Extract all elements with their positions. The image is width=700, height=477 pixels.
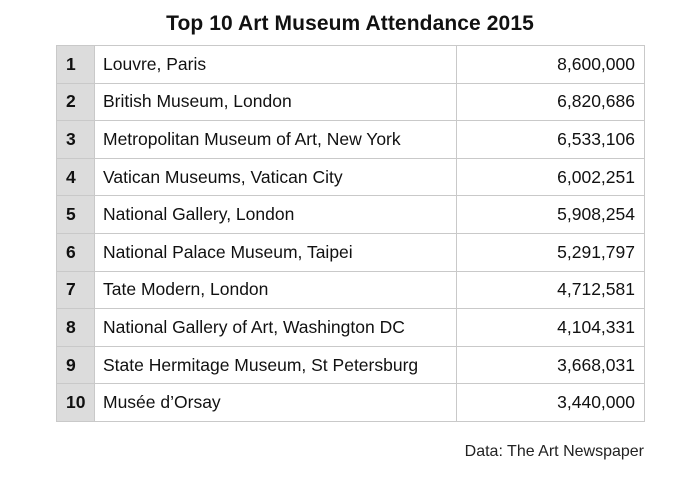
rank-cell: 4: [56, 157, 95, 197]
museum-name-cell: National Gallery of Art, Washington DC: [94, 308, 457, 347]
museum-name-cell: National Gallery, London: [94, 195, 457, 234]
museum-name-cell: Tate Modern, London: [94, 270, 457, 310]
rank-cell: 2: [56, 82, 95, 122]
rank-cell: 6: [56, 232, 95, 272]
attendance-cell: 4,104,331: [456, 308, 645, 347]
rank-cell: 8: [56, 308, 95, 347]
attendance-cell: 4,712,581: [456, 270, 645, 310]
attendance-cell: 3,668,031: [456, 345, 645, 385]
museum-name-cell: Metropolitan Museum of Art, New York: [94, 120, 457, 159]
table-row: 10 Musée d’Orsay 3,440,000: [56, 383, 645, 422]
museum-name-cell: State Hermitage Museum, St Petersburg: [94, 345, 457, 385]
museum-name-cell: Musée d’Orsay: [94, 383, 457, 422]
attendance-cell: 5,908,254: [456, 195, 645, 234]
rank-cell: 5: [56, 195, 95, 234]
attendance-table: 1 Louvre, Paris 8,600,000 2 British Museum, …: [56, 45, 645, 422]
attendance-cell: 6,533,106: [456, 120, 645, 159]
chart-title: Top 10 Art Museum Attendance 2015: [166, 12, 534, 35]
rank-cell: 10: [56, 383, 95, 422]
rank-cell: 9: [56, 345, 95, 385]
table-row: 3 Metropolitan Museum of Art, New York 6,5…: [56, 120, 645, 159]
museum-name-cell: British Museum, London: [94, 82, 457, 122]
table-row: 4 Vatican Museums, Vatican City 6,002,251: [56, 157, 645, 197]
attendance-cell: 6,820,686: [456, 82, 645, 122]
museum-name-cell: Vatican Museums, Vatican City: [94, 157, 457, 197]
rank-cell: 3: [56, 120, 95, 159]
table-row: 5 National Gallery, London 5,908,254: [56, 195, 645, 234]
table-row: 6 National Palace Museum, Taipei 5,291,797: [56, 232, 645, 272]
rank-cell: 7: [56, 270, 95, 310]
source-note: Data: The Art Newspaper: [464, 443, 644, 460]
table-row: 2 British Museum, London 6,820,686: [56, 82, 645, 122]
table-row: 1 Louvre, Paris 8,600,000: [56, 45, 645, 84]
attendance-cell: 5,291,797: [456, 232, 645, 272]
rank-cell: 1: [56, 45, 95, 84]
attendance-cell: 8,600,000: [456, 45, 645, 84]
table-row: 7 Tate Modern, London 4,712,581: [56, 270, 645, 310]
table-row: 9 State Hermitage Museum, St Petersburg 3,…: [56, 345, 645, 385]
museum-name-cell: National Palace Museum, Taipei: [94, 232, 457, 272]
attendance-cell: 6,002,251: [456, 157, 645, 197]
table-row: 8 National Gallery of Art, Washington DC 4…: [56, 308, 645, 347]
attendance-cell: 3,440,000: [456, 383, 645, 422]
museum-name-cell: Louvre, Paris: [94, 45, 457, 84]
table-body: 1 Louvre, Paris 8,600,000 2 British Museum, …: [56, 45, 645, 422]
